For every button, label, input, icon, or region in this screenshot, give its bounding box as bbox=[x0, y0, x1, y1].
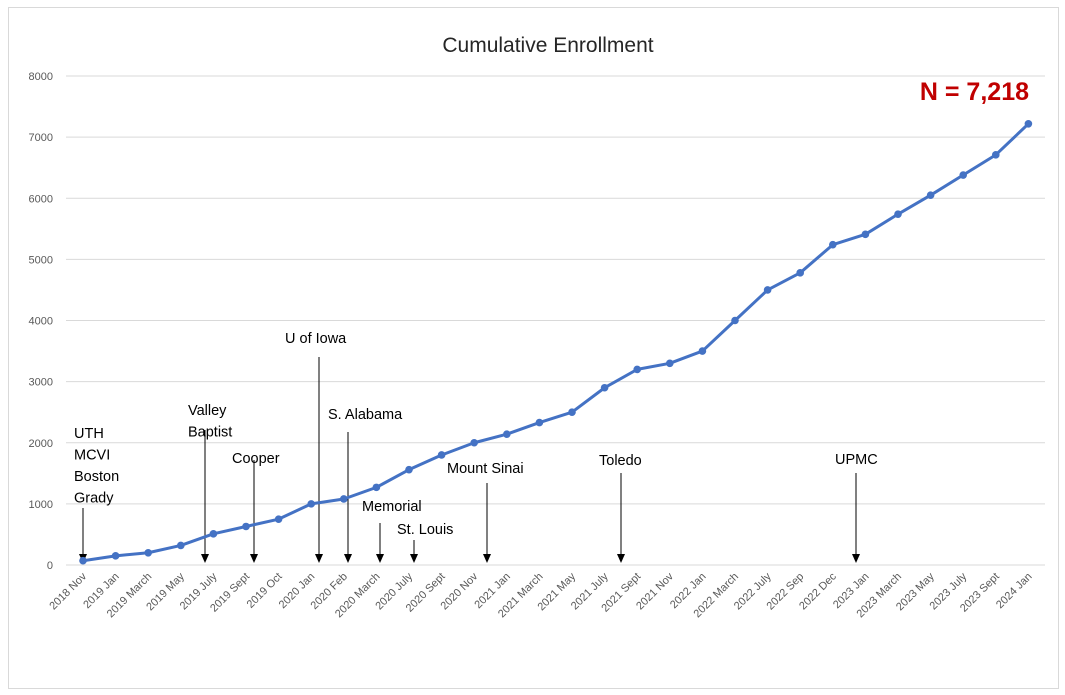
annotation-label: U of Iowa bbox=[285, 331, 347, 347]
annotation-label: MCVI bbox=[74, 448, 110, 464]
annotation-label: Grady bbox=[74, 491, 114, 507]
annotation-arrowhead bbox=[483, 554, 491, 563]
annotation-label: Memorial bbox=[362, 499, 422, 515]
data-point bbox=[307, 500, 316, 508]
chart-frame bbox=[8, 7, 1059, 689]
y-tick-label: 4000 bbox=[29, 316, 53, 328]
data-point bbox=[405, 465, 413, 474]
data-point bbox=[894, 210, 902, 218]
gridlines bbox=[66, 75, 1045, 566]
annotation-arrowhead bbox=[410, 554, 418, 563]
annotation-arrowhead bbox=[250, 554, 258, 563]
data-point bbox=[470, 438, 479, 447]
annotation-label: St. Louis bbox=[397, 522, 453, 538]
data-point bbox=[242, 522, 250, 531]
annotation-label: UTH bbox=[74, 426, 104, 442]
annotation-arrowhead bbox=[315, 554, 323, 563]
annotation-label: Cooper bbox=[232, 451, 280, 467]
data-point bbox=[731, 316, 739, 325]
data-point bbox=[340, 495, 348, 503]
annotation-label: UPMC bbox=[835, 452, 878, 468]
data-point bbox=[763, 286, 772, 294]
y-tick-label: 0 bbox=[47, 560, 53, 572]
data-point bbox=[829, 240, 837, 249]
data-point bbox=[209, 530, 218, 538]
data-point bbox=[698, 347, 707, 355]
data-point bbox=[503, 430, 511, 438]
data-point bbox=[861, 230, 870, 239]
annotation-label: Valley bbox=[188, 403, 227, 419]
data-point bbox=[274, 515, 283, 523]
data-point bbox=[992, 151, 1000, 159]
chart-title: Cumulative Enrollment bbox=[442, 34, 653, 57]
data-point bbox=[600, 383, 609, 392]
data-point bbox=[177, 541, 185, 550]
series-line bbox=[81, 122, 1030, 563]
data-point bbox=[535, 418, 544, 427]
x-tick-label: 2018 Nov bbox=[47, 570, 89, 612]
x-tick-label: 2024 Jan bbox=[994, 571, 1034, 611]
annotation-arrowhead bbox=[376, 554, 384, 563]
annotation-arrowhead bbox=[852, 554, 860, 563]
data-point bbox=[666, 359, 674, 368]
data-point bbox=[111, 552, 120, 560]
annotation-arrowhead bbox=[201, 554, 209, 563]
data-point bbox=[437, 451, 446, 459]
annotation-label: Baptist bbox=[188, 425, 232, 441]
data-point bbox=[79, 556, 87, 565]
y-tick-label: 1000 bbox=[29, 499, 53, 511]
y-tick-label: 7000 bbox=[29, 132, 53, 144]
y-tick-label: 6000 bbox=[29, 193, 53, 205]
annotation-label: Toledo bbox=[599, 453, 642, 469]
y-tick-label: 3000 bbox=[29, 377, 53, 389]
data-point bbox=[796, 269, 804, 277]
annotation-arrowhead bbox=[344, 554, 352, 563]
data-point bbox=[568, 408, 576, 416]
series-group bbox=[79, 119, 1033, 565]
data-point bbox=[372, 483, 381, 492]
total-n-label: N = 7,218 bbox=[920, 78, 1029, 106]
y-tick-label: 5000 bbox=[29, 254, 53, 266]
data-point bbox=[926, 191, 935, 199]
y-tick-label: 2000 bbox=[29, 438, 53, 450]
annotation-label: Mount Sinai bbox=[447, 461, 524, 477]
data-point bbox=[959, 171, 967, 179]
data-point bbox=[633, 365, 641, 374]
data-point bbox=[144, 548, 152, 557]
annotation-label: S. Alabama bbox=[328, 407, 403, 423]
annotation-label: Boston bbox=[74, 469, 119, 485]
data-point bbox=[1024, 119, 1033, 128]
y-axis-ticks: 0 1000 2000 3000 4000 5000 6000 7000 8000 bbox=[29, 71, 53, 572]
y-tick-label: 8000 bbox=[29, 71, 53, 83]
annotation-arrowhead bbox=[617, 554, 625, 563]
